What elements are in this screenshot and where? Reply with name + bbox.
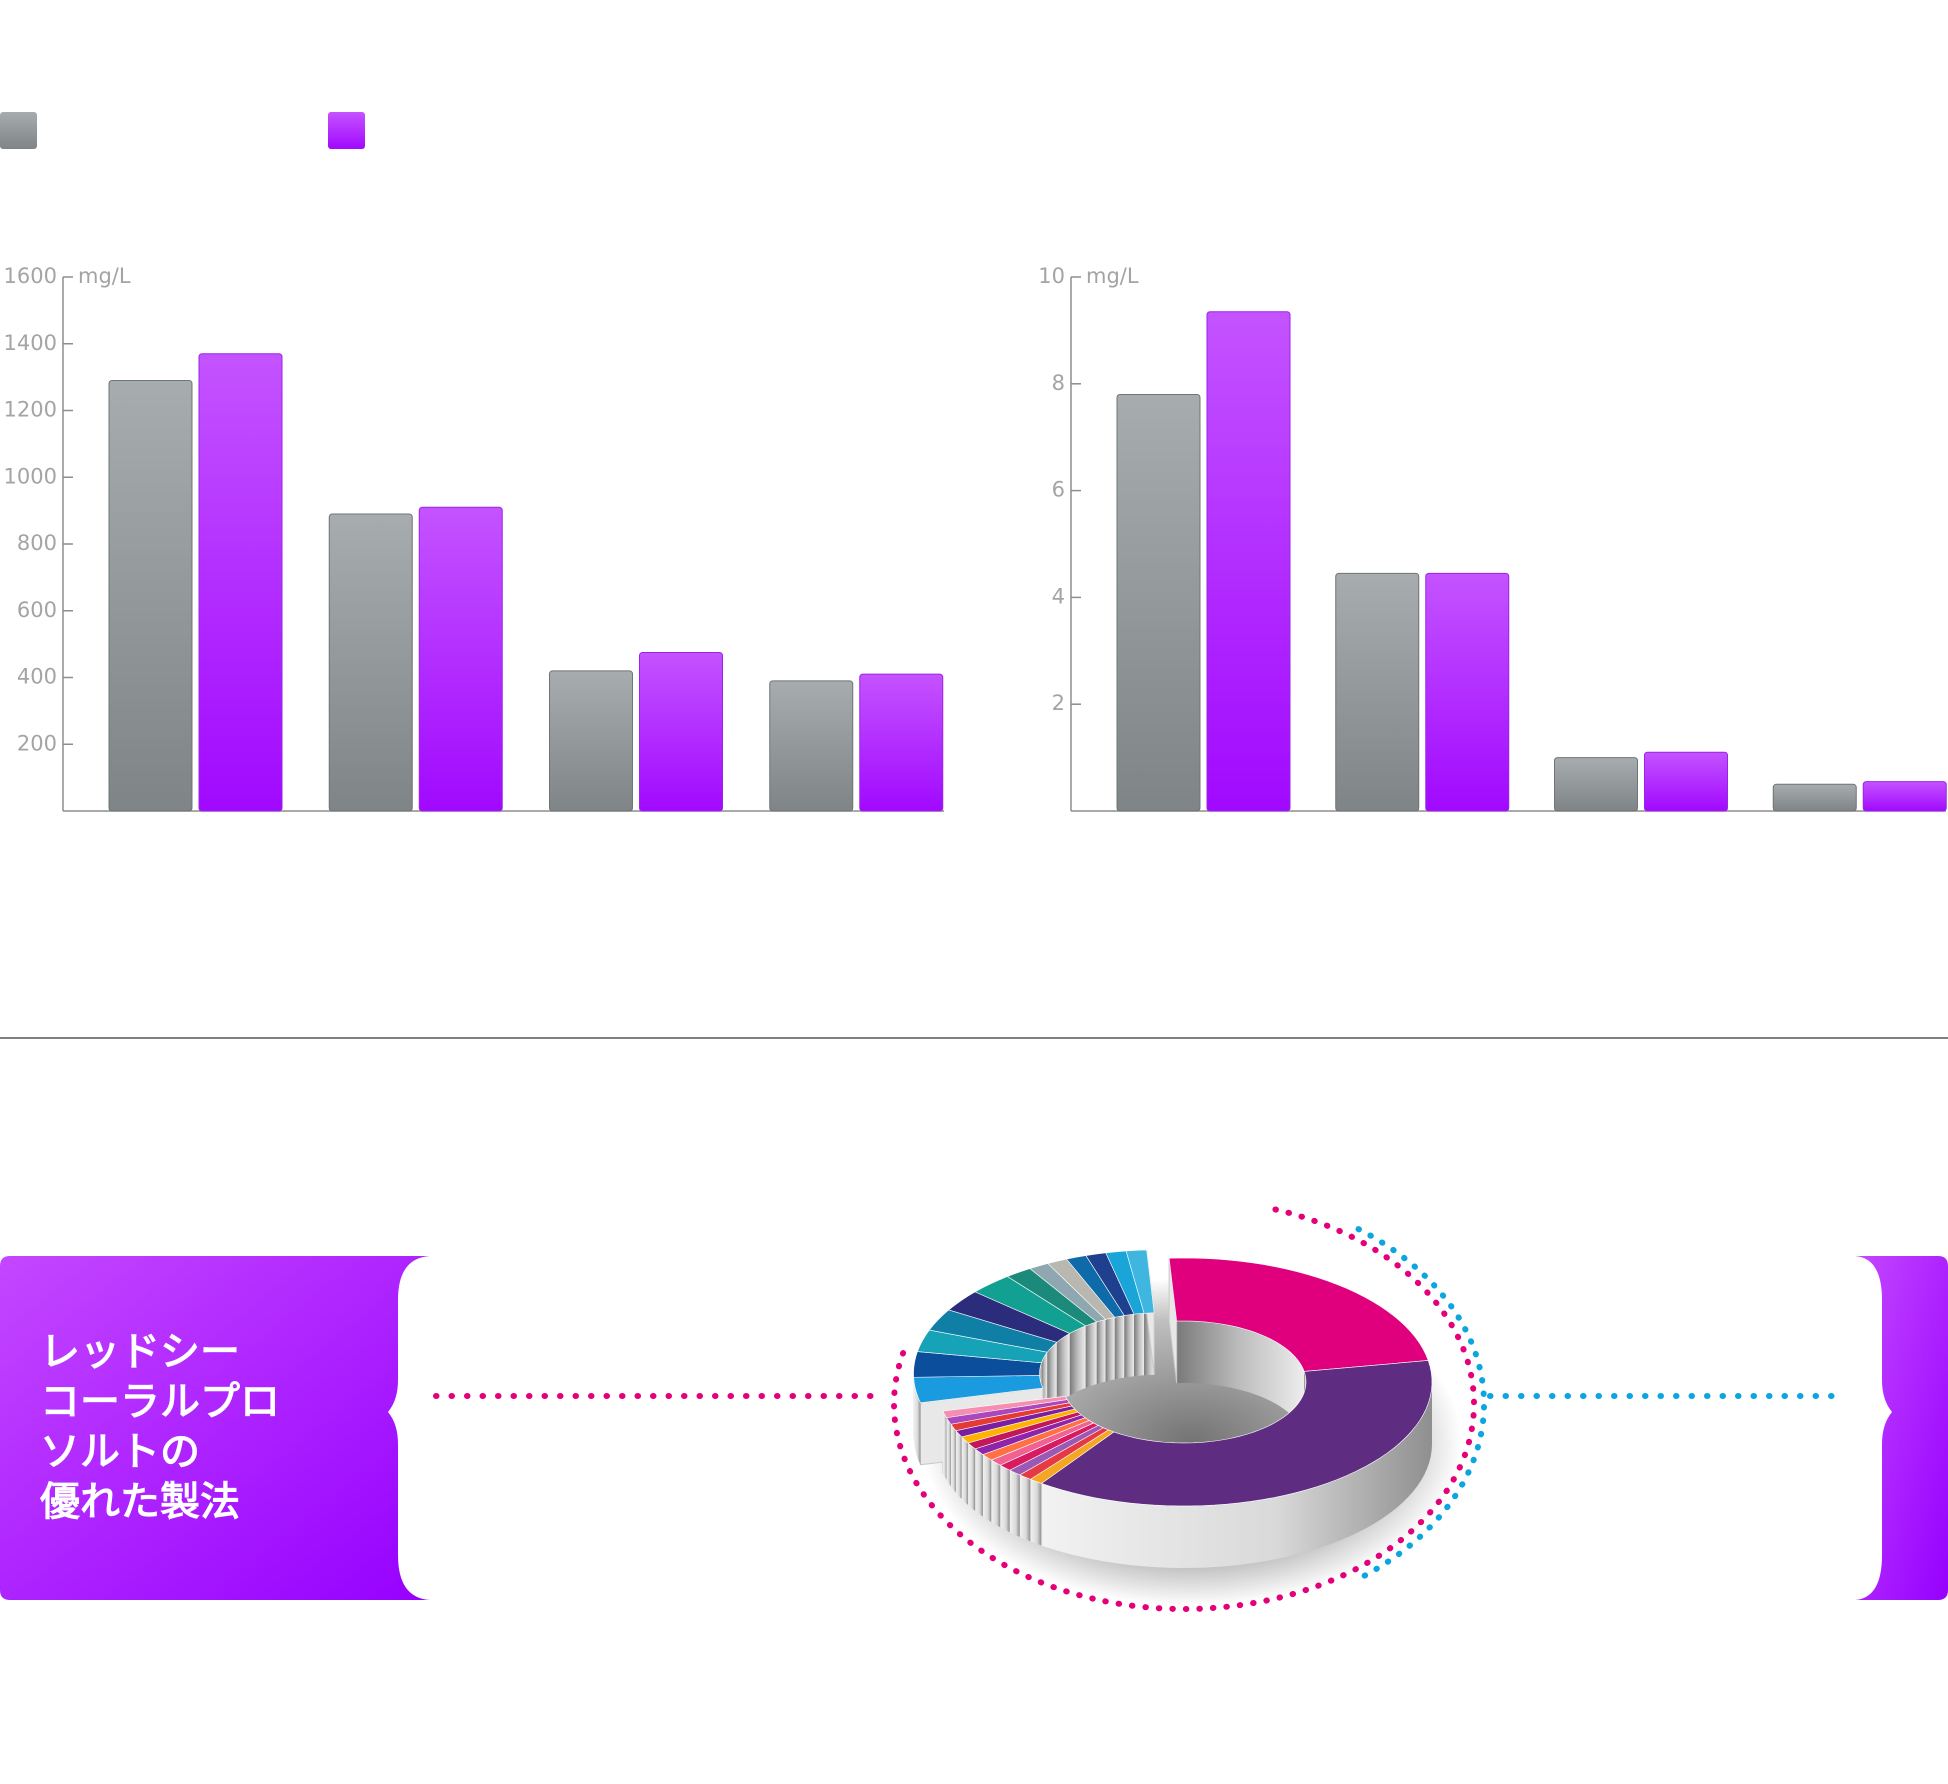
legend-swatch-series-1 — [0, 112, 37, 149]
right-panel-shape — [1855, 1256, 1948, 1600]
donut-inner-wall — [1097, 1319, 1106, 1384]
bar-series-2-cat-1 — [199, 354, 282, 811]
y-tick-label: 1600 — [4, 264, 57, 288]
right-purple-panel — [1855, 1256, 1948, 1600]
y-tick-label: 6 — [1052, 478, 1065, 502]
donut-inner-wall — [1124, 1314, 1134, 1377]
y-tick-label: 1000 — [4, 464, 57, 488]
bar-series-2-cat-3 — [1645, 752, 1728, 811]
donut-outer-wall — [951, 1424, 956, 1492]
donut-outer-wall — [983, 1455, 991, 1522]
bar-series-1-cat-4 — [1773, 784, 1856, 811]
y-tick-label: 600 — [17, 598, 57, 622]
unit-label: mg/L — [1086, 264, 1139, 288]
bar-series-1-cat-2 — [1336, 573, 1419, 811]
donut-outer-wall — [1020, 1475, 1031, 1541]
y-tick-label: 1200 — [4, 398, 57, 422]
donut-outer-wall — [943, 1411, 947, 1480]
bar-series-2-cat-2 — [1426, 573, 1509, 811]
donut-outer-wall — [956, 1431, 962, 1499]
y-tick-label: 400 — [17, 665, 57, 689]
bar-series-1-cat-1 — [109, 380, 192, 811]
unit-label: mg/L — [78, 264, 131, 288]
bar-series-1-cat-2 — [329, 514, 412, 811]
donut-inner-wall — [1115, 1316, 1125, 1380]
panel-heading-line-2: コーラルプロ — [40, 1377, 280, 1427]
donut-outer-wall — [1000, 1465, 1010, 1532]
panel-heading: レッドシー コーラルプロ ソルトの 優れた製法 — [40, 1327, 280, 1527]
bar-chart-left: 200 400 600 800 1000 1200 1400 1600 mg/L — [4, 264, 944, 811]
panel-heading-line-4: 優れた製法 — [40, 1477, 280, 1527]
donut-outer-wall — [991, 1460, 1000, 1527]
donut-inner-wall — [1086, 1322, 1097, 1388]
y-tick-label: 2 — [1052, 691, 1065, 715]
panel-heading-line-1: レッドシー — [40, 1327, 280, 1377]
y-tick-label: 10 — [1038, 264, 1065, 288]
y-tick-label: 4 — [1052, 584, 1065, 608]
bar-series-1-cat-3 — [550, 671, 633, 811]
donut-outer-wall — [962, 1437, 968, 1505]
donut-outer-wall — [947, 1418, 951, 1487]
donut-inner-wall — [1134, 1313, 1144, 1376]
bar-series-2-cat-3 — [640, 652, 723, 811]
legend — [0, 112, 365, 149]
bar-series-2-cat-2 — [419, 507, 502, 811]
bar-series-1-cat-3 — [1555, 758, 1638, 811]
bar-series-2-cat-4 — [860, 674, 943, 811]
donut-chart-3d — [894, 1209, 1484, 1609]
donut-inner-wall — [1106, 1317, 1115, 1381]
bar-series-1-cat-1 — [1117, 394, 1200, 811]
donut-outer-wall — [968, 1443, 975, 1511]
donut-outer-wall — [975, 1449, 983, 1517]
y-tick-label: 1400 — [4, 331, 57, 355]
panel-heading-line-3: ソルトの — [40, 1427, 280, 1477]
bar-series-1-cat-4 — [770, 681, 853, 811]
y-tick-label: 800 — [17, 531, 57, 555]
legend-swatch-series-2 — [328, 112, 365, 149]
donut-inner-wall — [1070, 1326, 1086, 1396]
bar-series-2-cat-4 — [1863, 782, 1946, 811]
donut-outer-wall — [1010, 1470, 1020, 1537]
bar-series-2-cat-1 — [1207, 312, 1290, 811]
donut-inner-wall — [1057, 1333, 1070, 1404]
y-tick-label: 200 — [17, 731, 57, 755]
donut-outer-wall — [1030, 1479, 1041, 1545]
bar-chart-right: 2 4 6 8 10 mg/L — [1038, 264, 1946, 811]
y-tick-label: 8 — [1052, 371, 1065, 395]
